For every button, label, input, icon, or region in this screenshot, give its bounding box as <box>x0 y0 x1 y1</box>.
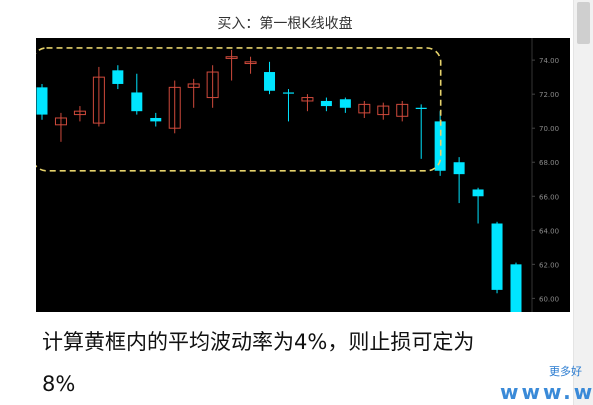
candle-body <box>339 99 351 108</box>
candle-body <box>187 83 200 88</box>
candle-body <box>54 117 67 126</box>
y-tick-label: 72.00 <box>539 91 559 99</box>
y-tick-label: 66.00 <box>539 193 559 201</box>
y-tick-label: 74.00 <box>539 57 559 65</box>
candle-body <box>264 72 276 91</box>
y-tick-label: 70.00 <box>539 125 559 133</box>
candle-body <box>434 121 446 171</box>
candle-body <box>92 76 105 124</box>
highlight-box <box>31 47 442 172</box>
candle-body <box>73 110 86 116</box>
candle-body <box>377 105 390 116</box>
candle-body <box>168 86 181 129</box>
candlestick-chart: 74.00 72.00 70.00 68.00 66.00 64.00 62.00 60.00… <box>31 38 570 326</box>
watermark-url: www.w <box>500 380 593 404</box>
candle-body <box>282 92 294 94</box>
caption-line-2: 8% <box>42 372 76 396</box>
candle-body <box>358 103 371 114</box>
candle-body <box>510 264 522 316</box>
chart-title: 买入：第一根K线收盘 <box>217 16 353 32</box>
candle-body <box>112 70 124 84</box>
chart-svg: 74.00 72.00 70.00 68.00 66.00 64.00 62.00 60.00… <box>31 38 559 326</box>
y-tick-label: 60.00 <box>539 295 559 303</box>
candle-body <box>415 107 427 109</box>
candle-body <box>36 87 48 115</box>
candle-body <box>131 92 143 112</box>
y-tick-label: 62.00 <box>539 261 559 269</box>
candle-body <box>396 103 409 117</box>
candle-body <box>472 189 484 197</box>
candle-body <box>206 71 219 99</box>
y-tick-label: 68.00 <box>539 159 559 167</box>
candle-body <box>491 223 503 290</box>
candle-body <box>150 117 162 122</box>
candle-body <box>244 61 257 65</box>
caption-line-1: 计算黄框内的平均波动率为4%，则止损可定为 <box>42 330 475 354</box>
candle-body <box>453 162 465 175</box>
y-tick-label: 64.00 <box>539 227 559 235</box>
vertical-scrollbar[interactable] <box>573 0 593 405</box>
candle-body <box>301 97 314 102</box>
scrollbar-thumb[interactable] <box>577 2 590 44</box>
candle-body <box>225 56 238 59</box>
candle-body <box>320 100 332 107</box>
watermark-text: 更多好 <box>549 365 582 378</box>
